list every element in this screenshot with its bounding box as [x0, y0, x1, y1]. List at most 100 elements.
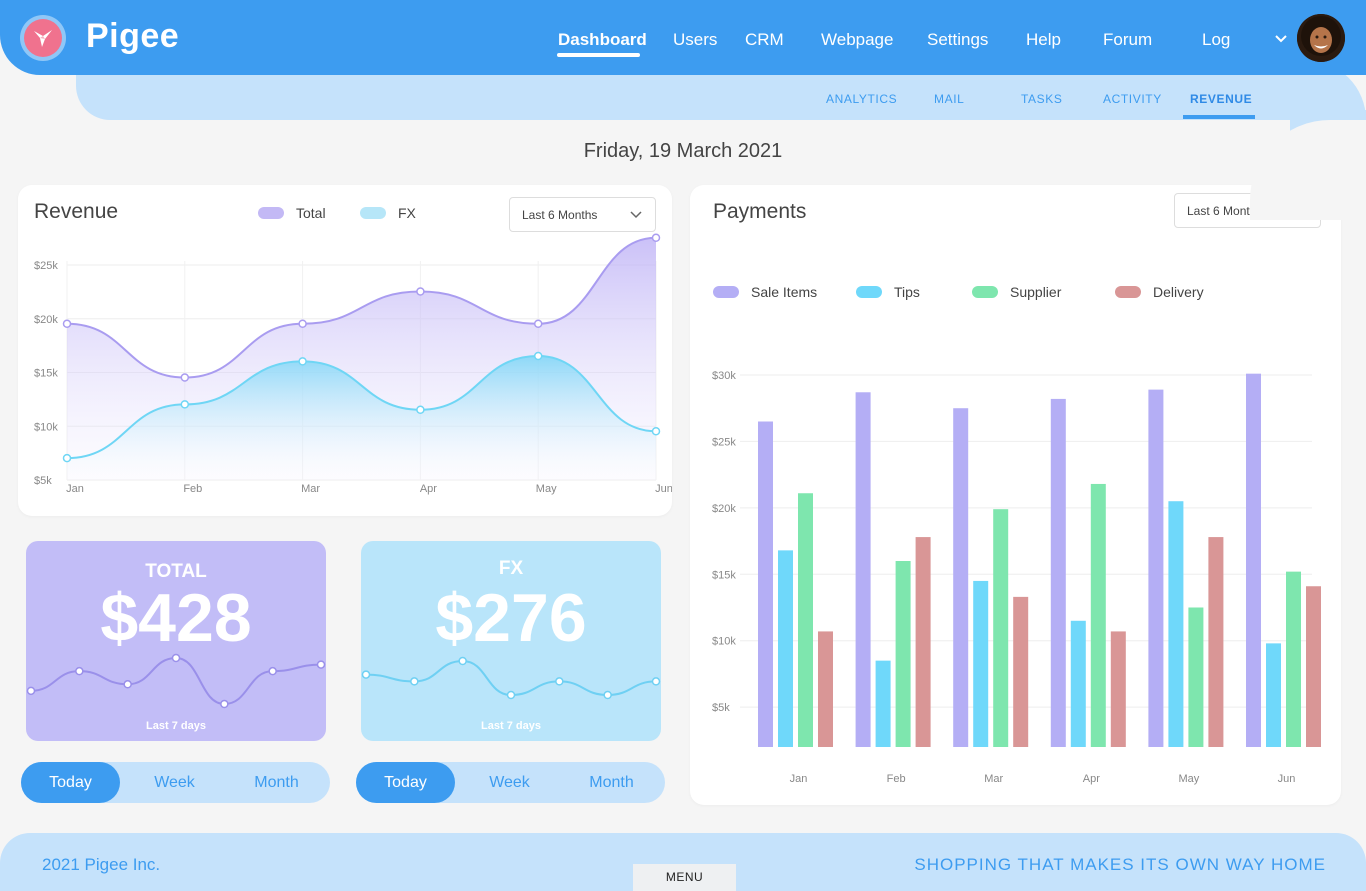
- sparkline-point: [361, 670, 371, 679]
- legend-tips: Tips: [894, 284, 920, 300]
- tab-analytics[interactable]: ANALYTICS: [826, 92, 898, 106]
- bar-sale-items: [1148, 389, 1164, 747]
- bar-tips: [778, 550, 793, 747]
- sparkline-point: [268, 666, 277, 676]
- logo[interactable]: [20, 15, 66, 61]
- bar-supplier: [798, 493, 813, 747]
- origami-bird-icon: [34, 30, 52, 47]
- x-tick-label: Jan: [790, 773, 808, 785]
- y-tick-label: $15k: [34, 368, 58, 380]
- fx-period-toggle: Today Week Month: [356, 762, 665, 803]
- legend-swatch-tips: [856, 286, 882, 298]
- total-toggle-month[interactable]: Month: [254, 774, 299, 791]
- fx-toggle-week[interactable]: Week: [489, 774, 530, 791]
- total-stat-value: $428: [100, 580, 252, 656]
- bar-tips: [1266, 643, 1281, 747]
- fx-stat-caption: Last 7 days: [481, 720, 541, 732]
- data-point: [533, 319, 543, 328]
- fx-sparkline: [361, 656, 661, 700]
- x-tick-label: May: [536, 483, 557, 495]
- fx-stat-value: $276: [435, 580, 587, 656]
- x-tick-label: Jun: [655, 483, 672, 495]
- tab-revenue[interactable]: REVENUE: [1190, 92, 1253, 106]
- total-toggle-today[interactable]: Today: [21, 762, 120, 803]
- bar-tips: [875, 660, 891, 747]
- x-tick-label: Apr: [420, 483, 437, 495]
- nav-dashboard[interactable]: Dashboard: [558, 30, 647, 49]
- legend-swatch-sale-items: [713, 286, 739, 298]
- legend-swatch-delivery: [1115, 286, 1141, 298]
- payments-period-value: Last 6 Months: [1187, 203, 1263, 218]
- y-tick-label: $25k: [34, 260, 58, 272]
- nav-help[interactable]: Help: [1026, 30, 1061, 49]
- sparkline-point: [316, 660, 326, 669]
- nav-crm[interactable]: CRM: [745, 30, 784, 49]
- x-tick-label: Feb: [183, 483, 202, 495]
- brand-name[interactable]: Pigee: [86, 17, 180, 55]
- chevron-down-icon: [630, 210, 642, 218]
- fx-stat-label: FX: [498, 558, 524, 579]
- bar-delivery: [1013, 596, 1029, 747]
- payments-chart: $5k $10k $15k $20k $25k $30k Jan Feb Mar Apr May Ju…: [712, 370, 1321, 785]
- revenue-period-value: Last 6 Months: [522, 207, 598, 222]
- bar-delivery: [1110, 631, 1126, 747]
- sparkline-path: [30, 656, 322, 706]
- x-tick-label: Apr: [1083, 773, 1100, 785]
- bar-sale-items: [953, 408, 969, 747]
- y-tick-label: $10k: [712, 636, 736, 648]
- bar-sale-items: [855, 392, 871, 747]
- nav-users[interactable]: Users: [673, 30, 718, 49]
- data-point: [62, 453, 72, 463]
- revenue-title: Revenue: [34, 200, 119, 223]
- nav-forum[interactable]: Forum: [1103, 30, 1153, 49]
- legend-swatch-fx: [360, 207, 386, 219]
- total-toggle-week[interactable]: Week: [154, 774, 195, 791]
- page-date: Friday, 19 March 2021: [583, 140, 783, 162]
- sparkline-point: [458, 656, 467, 666]
- bar-supplier: [993, 509, 1009, 747]
- nav-log[interactable]: Log: [1202, 30, 1231, 49]
- nav-settings[interactable]: Settings: [927, 30, 989, 49]
- line-fx: [66, 354, 657, 460]
- sparkline-point: [171, 653, 181, 663]
- sparkline-point: [123, 680, 132, 689]
- bar-delivery: [1208, 537, 1224, 747]
- chevron-down-icon[interactable]: [1273, 33, 1289, 45]
- sparkline-point: [603, 690, 612, 700]
- avatar[interactable]: [1297, 14, 1345, 62]
- revenue-period-select[interactable]: Last 6 Months: [509, 197, 656, 232]
- y-tick-label: $20k: [34, 314, 58, 326]
- x-tick-label: May: [1179, 773, 1200, 785]
- sparkline-point: [75, 666, 84, 676]
- fx-toggle-today[interactable]: Today: [356, 762, 455, 803]
- line-total: [66, 236, 657, 379]
- bar-supplier: [1090, 483, 1106, 747]
- tab-activity[interactable]: ACTIVITY: [1103, 92, 1162, 106]
- y-tick-label: $15k: [712, 569, 736, 581]
- nav-active-indicator: [557, 53, 640, 57]
- data-point: [180, 373, 190, 382]
- x-tick-label: Jan: [66, 483, 84, 495]
- menu-button[interactable]: MENU: [633, 864, 736, 891]
- x-tick-label: Jun: [1278, 773, 1296, 785]
- tab-tasks[interactable]: TASKS: [1021, 92, 1063, 106]
- nav-webpage[interactable]: Webpage: [821, 30, 894, 49]
- revenue-card: Revenue Total FX Last 6 Months $5k $10k $1…: [18, 185, 672, 516]
- data-point: [298, 357, 307, 366]
- bar-tips: [1168, 501, 1184, 747]
- total-sparkline: [26, 653, 326, 709]
- sparkline-point: [506, 690, 516, 700]
- fx-toggle-month[interactable]: Month: [589, 774, 634, 791]
- payments-title: Payments: [713, 200, 807, 223]
- legend-fx: FX: [398, 205, 416, 221]
- bar-supplier: [895, 561, 911, 747]
- legend-total: Total: [296, 205, 326, 221]
- bar-supplier: [1188, 607, 1204, 747]
- legend-swatch-supplier: [972, 286, 998, 298]
- sparkline-point: [555, 677, 564, 686]
- tab-mail[interactable]: MAIL: [934, 92, 965, 106]
- sparkline-point: [410, 677, 419, 686]
- legend-swatch-total: [258, 207, 284, 219]
- revenue-chart: $5k $10k $15k $20k $25k Jan Feb Mar Apr May Jun: [34, 233, 672, 495]
- total-stat-card: TOTAL $428 Last 7 days: [26, 541, 326, 741]
